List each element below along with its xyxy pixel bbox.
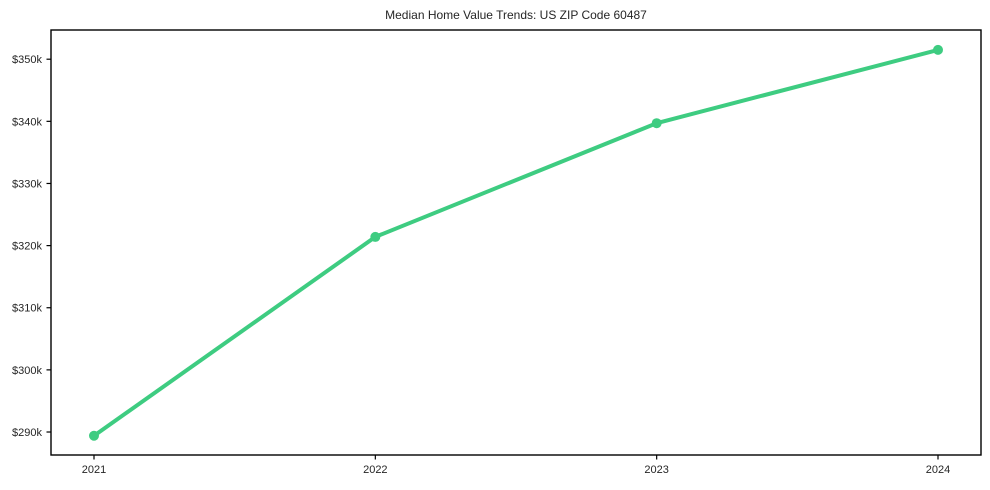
data-point-2024 [933,44,943,55]
y-tick-label: $290k [12,427,42,439]
y-tick-label: $350k [12,54,42,66]
trend-line [92,47,940,438]
y-tick-label: $340k [12,116,42,128]
plot-border [50,29,982,456]
x-tick-label: 2023 [644,464,668,476]
y-tick-label: $310k [12,303,42,315]
data-point-2021 [89,430,99,441]
y-tick-label: $330k [12,178,42,190]
y-tick-label: $320k [12,241,42,253]
plot-area: $290k $300k $310k $320k $330k $340k $350k 2021 2… [12,29,982,476]
chart-title: Median Home Value Trends: US ZIP Code 60… [385,8,647,22]
data-point-2022 [370,231,381,242]
y-tick-label: $300k [12,365,42,377]
x-tick-label: 2021 [82,464,106,476]
x-tick-label: 2022 [363,464,387,476]
x-tick-label: 2024 [926,464,950,476]
data-point-2023 [651,118,662,129]
